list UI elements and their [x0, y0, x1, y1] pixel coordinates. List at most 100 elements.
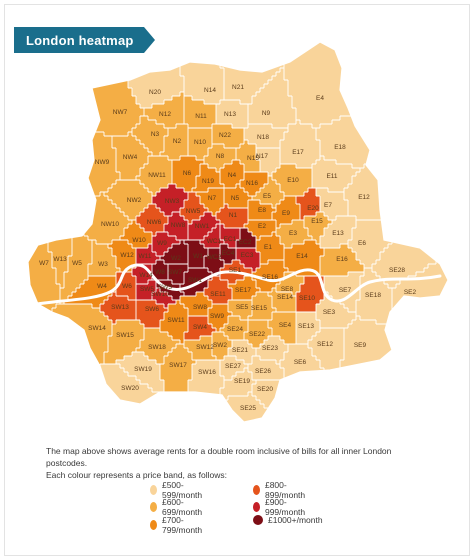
district-nw1	[188, 212, 220, 240]
district-label-w9: W9	[157, 240, 167, 247]
district-label-w14: W14	[139, 272, 153, 279]
district-label-n8: N8	[216, 153, 225, 160]
district-label-e10: E10	[287, 177, 299, 184]
district-label-se28: SE28	[389, 267, 405, 274]
district-label-e9: E9	[282, 210, 290, 217]
district-label-e13: E13	[332, 230, 344, 237]
district-sw15	[104, 320, 144, 364]
district-label-sw6: SW6	[145, 306, 159, 313]
district-label-se5: SE5	[236, 304, 249, 311]
district-label-se20: SE20	[257, 386, 273, 393]
description-line-1: The map above shows average rents for a …	[46, 446, 392, 468]
district-n16	[240, 172, 268, 196]
banner-arrow	[143, 27, 155, 53]
district-label-n5: N5	[231, 195, 240, 202]
district-label-se7: SE7	[339, 287, 352, 294]
legend-swatch	[150, 485, 157, 495]
district-label-sw9: SW9	[210, 313, 224, 320]
district-se26	[248, 356, 284, 380]
district-label-w2: W2	[171, 255, 181, 262]
river-thames	[28, 263, 442, 307]
district-label-se12: SE12	[317, 341, 333, 348]
district-label-nw6: NW6	[147, 219, 162, 226]
district-label-n1: N1	[229, 212, 238, 219]
district-label-e14: E14	[296, 253, 308, 260]
legend-label: £900-999/month	[264, 497, 306, 517]
district-ec1	[220, 224, 240, 248]
district-label-se2: SE2	[404, 289, 417, 296]
district-w1	[184, 240, 208, 268]
district-ec4	[220, 244, 236, 264]
district-label-nw4: NW4	[123, 154, 138, 161]
district-label-se23: SE23	[262, 345, 278, 352]
district-label-e17: E17	[292, 149, 304, 156]
district-se3	[316, 292, 356, 328]
district-n3	[132, 116, 168, 156]
district-label-w3: W3	[98, 261, 108, 268]
district-label-sw5: SW5	[140, 286, 154, 293]
district-n18	[244, 124, 288, 148]
district-se24	[220, 316, 248, 340]
district-label-e11: E11	[326, 173, 337, 180]
district-label-nw11: NW11	[148, 172, 166, 179]
district-label-e5: E5	[263, 193, 271, 200]
district-label-se25: SE25	[240, 405, 256, 412]
district-nw11	[136, 156, 172, 196]
district-label-w6: W6	[122, 283, 132, 290]
legend-swatch	[253, 515, 263, 525]
district-label-e6: E6	[358, 240, 366, 247]
district-label-n20: N20	[149, 89, 161, 96]
district-label-se10: SE10	[299, 295, 315, 302]
district-e8	[248, 200, 276, 220]
district-label-w8: W8	[155, 269, 165, 276]
district-label-e8: E8	[258, 207, 266, 214]
district-sw2	[212, 332, 232, 360]
district-label-se4: SE4	[279, 322, 292, 329]
page-title: London heatmap	[14, 27, 144, 53]
district-label-sw7: SW7	[168, 269, 182, 276]
district-label-sw16: SW16	[198, 369, 216, 376]
district-label-ec1: EC1	[224, 236, 237, 243]
district-label-w7: W7	[39, 260, 49, 267]
district-w11	[136, 244, 160, 264]
district-label-wc1: WC1	[207, 238, 222, 245]
district-n7	[196, 188, 224, 216]
district-label-sw12: SW12	[196, 344, 214, 351]
district-label-se13: SE13	[298, 323, 314, 330]
legend-swatch	[253, 502, 260, 512]
district-se25	[192, 392, 292, 422]
district-label-se3: SE3	[323, 309, 336, 316]
district-se9	[340, 316, 448, 422]
district-label-nw2: NW2	[127, 197, 142, 204]
district-label-ec4: EC4	[222, 250, 235, 257]
district-e17	[280, 120, 320, 168]
district-se14	[268, 288, 296, 312]
title-banner: London heatmap	[14, 27, 155, 53]
district-label-se27: SE27	[225, 363, 241, 370]
district-label-e7: E7	[324, 202, 332, 209]
district-label-w11: W11	[139, 253, 152, 260]
district-se27	[220, 356, 248, 380]
district-label-sw8: SW8	[193, 304, 207, 311]
district-label-e18: E18	[334, 144, 346, 151]
district-se5	[228, 300, 252, 320]
district-label-sw3: SW3	[158, 284, 172, 291]
district-e12	[344, 120, 448, 220]
district-sw9	[208, 304, 232, 332]
district-n17	[256, 148, 280, 176]
district-label-n3: N3	[151, 131, 160, 138]
district-label-e16: E16	[336, 256, 348, 263]
district-label-sw18: SW18	[148, 344, 166, 351]
district-ec2	[236, 228, 256, 248]
legend-label: £700-799/month	[161, 515, 203, 535]
legend-item-1000-plus: £1000+/month	[253, 515, 323, 525]
legend-label: £600-699/month	[161, 497, 203, 517]
district-w9	[152, 232, 180, 256]
district-labels: N20 N14 N21 E4 NW7 N12 N11 N13 N9 N3 N2 N22 N18 N17 NW…	[39, 84, 416, 412]
district-n14	[180, 42, 224, 104]
district-label-n18: N18	[257, 134, 269, 141]
district-sw19	[116, 352, 164, 396]
legend-item-500-599: £500-599/month	[150, 480, 205, 500]
district-nw3	[152, 184, 188, 216]
district-sw14	[28, 304, 112, 408]
